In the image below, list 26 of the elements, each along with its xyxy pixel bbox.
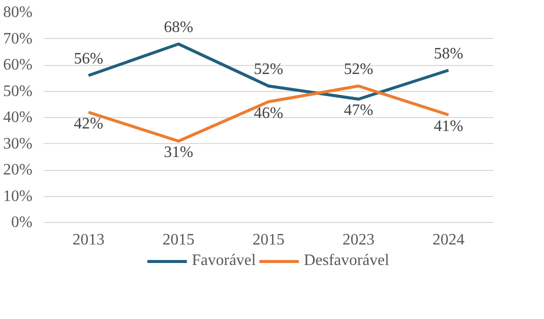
data-label: 58% <box>434 45 464 62</box>
y-tick-label: 60% <box>3 56 32 74</box>
data-label: 52% <box>254 61 284 78</box>
y-tick-label: 20% <box>3 162 32 178</box>
x-tick-label: 2023 <box>342 232 374 248</box>
y-tick-label: 70% <box>3 30 32 48</box>
data-label: 41% <box>434 118 464 135</box>
data-label: 47% <box>344 102 374 120</box>
data-label: 68% <box>164 19 194 36</box>
y-tick-label: 30% <box>3 135 32 152</box>
legend-label: Desfavorável <box>304 252 390 270</box>
y-tick-label: 80% <box>3 4 32 21</box>
data-label: 46% <box>254 104 284 122</box>
data-label: 31% <box>164 144 194 162</box>
data-label: 42% <box>74 115 104 132</box>
x-tick-label: 2015 <box>162 232 194 248</box>
y-tick-label: 50% <box>3 82 32 100</box>
data-label: 56% <box>74 50 104 68</box>
data-label: 52% <box>344 61 374 78</box>
x-tick-label: 2015 <box>252 232 284 248</box>
y-tick-label: 0% <box>11 214 32 231</box>
y-tick-label: 40% <box>3 109 32 126</box>
y-tick-label: 10% <box>3 188 32 205</box>
legend-label: Favorável <box>192 252 256 270</box>
x-tick-label: 2013 <box>72 232 104 248</box>
x-tick-label: 2024 <box>432 232 464 248</box>
